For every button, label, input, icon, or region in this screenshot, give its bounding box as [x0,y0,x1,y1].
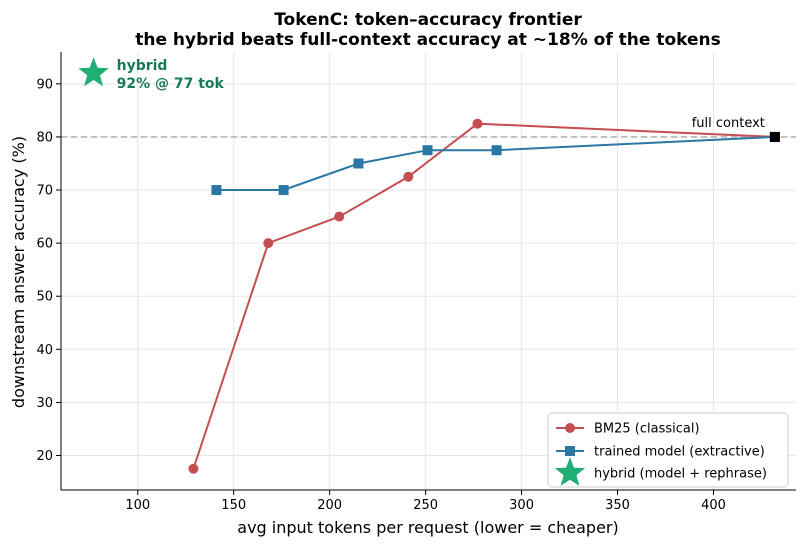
legend-marker [554,457,586,486]
x-tick-label: 300 [509,498,534,513]
y-tick-label: 20 [36,449,53,464]
chart-subtitle: the hybrid beats full-context accuracy a… [135,30,721,50]
y-axis-label: downstream answer accuracy (%) [9,136,28,408]
y-tick-label: 60 [36,237,53,252]
x-tick-label: 400 [701,498,726,513]
x-tick-label: 350 [605,498,630,513]
legend-marker [565,446,575,456]
data-point [422,145,433,156]
data-point [472,118,483,129]
series-line [192,122,775,470]
data-point [78,57,109,87]
y-tick-label: 50 [36,290,53,305]
data-point [491,145,502,156]
data-point [211,185,222,196]
legend-item-0: BM25 (classical) [556,422,700,437]
y-tick-label: 90 [36,77,53,92]
data-point [403,171,414,182]
hybrid-annotation-value: 92% @ 77 tok [117,76,225,92]
full-context-point [769,131,780,142]
legend-box [547,412,789,488]
x-axis-label: avg input tokens per request (lower = ch… [237,518,618,537]
series-1 [211,131,780,196]
y-tick-label: 40 [36,343,53,358]
y-tick-label: 70 [36,184,53,199]
data-point [353,158,364,169]
legend-label: trained model (extractive) [594,445,765,460]
x-tick-label: 150 [221,498,246,513]
legend-marker [565,423,575,433]
y-tick-label: 80 [36,130,53,145]
data-point [188,463,199,474]
legend-label: BM25 (classical) [594,422,700,437]
x-axis-ticks: 100 150 200 250 300 350 400 [125,490,726,513]
y-axis-ticks: 20 30 40 50 60 70 80 90 [36,77,61,464]
x-tick-label: 250 [413,498,438,513]
data-point [334,211,345,222]
full-context-label: full context [692,116,765,131]
axes [60,52,796,491]
x-tick-label: 200 [317,498,342,513]
chart-title: TokenC: token–accuracy frontier [274,10,582,30]
hybrid-annotation-title: hybrid [117,58,168,74]
legend-item-1: trained model (extractive) [556,445,765,460]
series-line [216,135,775,191]
legend: BM25 (classical) trained model (extractiv… [547,412,789,488]
data-point [278,185,289,196]
y-tick-label: 30 [36,396,53,411]
series-layer [78,57,780,474]
x-tick-label: 100 [125,498,150,513]
legend-item-2: hybrid (model + rephrase) [554,457,767,486]
data-point [263,238,274,249]
series-2 [78,57,109,87]
legend-label: hybrid (model + rephrase) [594,467,767,482]
